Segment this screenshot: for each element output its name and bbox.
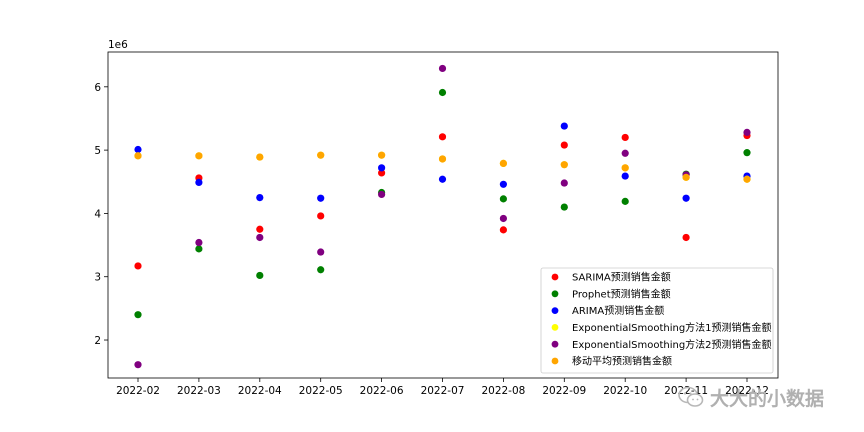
data-point: [256, 271, 264, 280]
data-point: [378, 190, 386, 199]
data-point: [438, 133, 447, 141]
wechat-icon: [678, 386, 704, 407]
data-point: [499, 195, 507, 203]
data-point: [317, 266, 325, 274]
data-point: [621, 133, 629, 142]
legend-marker: [551, 273, 559, 281]
legend-label: ARIMA预测销售金额: [572, 304, 664, 317]
plot-area: [107, 51, 779, 379]
x-tick-label: 2022-10: [603, 385, 647, 397]
data-point: [560, 179, 568, 187]
data-point: [134, 361, 142, 369]
data-point: [743, 128, 751, 136]
x-tick-label: 2022-08: [481, 385, 525, 397]
x-tick-label: 2022-05: [299, 385, 343, 397]
data-point: [499, 226, 507, 234]
y-axis-offset-label: 1e6: [108, 39, 128, 51]
data-point: [438, 155, 447, 163]
data-point: [560, 161, 568, 169]
data-point: [499, 214, 507, 223]
legend-marker: [551, 340, 559, 348]
y-tick-label: 3: [94, 272, 101, 284]
data-point: [256, 225, 264, 233]
data-point: [195, 238, 203, 247]
legend-box: [540, 267, 774, 374]
legend-marker: [551, 324, 559, 331]
watermark-text: 大大的小数据: [710, 387, 825, 410]
y-tick-label: 6: [94, 82, 101, 94]
data-point: [743, 149, 751, 157]
legend-label: ExponentialSmoothing方法1预测销售金额: [572, 321, 772, 334]
x-tick-label: 2022-06: [360, 385, 404, 397]
data-point: [621, 149, 629, 157]
data-point: [438, 175, 447, 183]
x-tick-label: 2022-07: [421, 385, 465, 397]
x-axis: 2022-02 2022-03 2022-04 2022-05 2022-06 2022-…: [116, 378, 769, 397]
data-point: [317, 194, 325, 202]
data-point: [438, 64, 447, 73]
data-point: [621, 172, 629, 180]
data-point: [560, 203, 568, 211]
data-point: [621, 197, 629, 205]
scatter-points: [134, 64, 751, 369]
y-tick-label: 4: [94, 208, 101, 220]
data-point: [195, 152, 203, 160]
data-point: [195, 245, 203, 253]
y-axis: 2 3 4 5 6: [94, 82, 108, 347]
data-point: [256, 193, 264, 202]
data-point: [682, 173, 690, 181]
data-point: [560, 141, 568, 149]
data-point: [560, 122, 568, 130]
legend-marker: [551, 290, 559, 298]
watermark: 大大的小数据: [678, 383, 848, 411]
data-point: [134, 311, 142, 319]
x-tick-label: 2022-02: [116, 385, 160, 397]
data-point: [134, 152, 142, 160]
x-tick-label: 2022-03: [177, 385, 221, 397]
x-tick-label: 2022-12: [725, 385, 769, 397]
data-point: [378, 169, 386, 177]
legend-marker: [551, 357, 559, 365]
legend-label: ExponentialSmoothing方法2预测销售金额: [572, 338, 772, 351]
data-point: [378, 164, 386, 172]
data-point: [134, 145, 142, 154]
legend-marker: [551, 307, 559, 314]
data-point: [317, 248, 325, 256]
data-point: [256, 153, 264, 161]
legend-label: SARIMA预测销售金额: [572, 271, 671, 284]
data-point: [256, 233, 264, 242]
data-point: [317, 151, 325, 159]
data-point: [682, 194, 690, 202]
data-point: [499, 180, 507, 188]
legend: SARIMA预测销售金额 Prophet预测销售金额 ARIMA预测销售金额 Expo…: [540, 267, 774, 374]
data-point: [682, 233, 690, 242]
data-point: [317, 212, 325, 220]
y-tick-label: 2: [94, 335, 101, 347]
x-tick-label: 2022-04: [238, 385, 282, 397]
legend-label: Prophet预测销售金额: [572, 287, 671, 300]
data-point: [621, 164, 629, 172]
data-point: [743, 175, 751, 183]
data-point: [378, 151, 386, 159]
data-point: [499, 159, 507, 168]
data-point: [438, 88, 447, 97]
data-point: [134, 262, 142, 270]
legend-label: 移动平均预测销售金额: [572, 355, 672, 368]
x-tick-label: 2022-09: [542, 385, 586, 397]
data-point: [195, 178, 203, 186]
y-tick-label: 5: [94, 145, 101, 157]
